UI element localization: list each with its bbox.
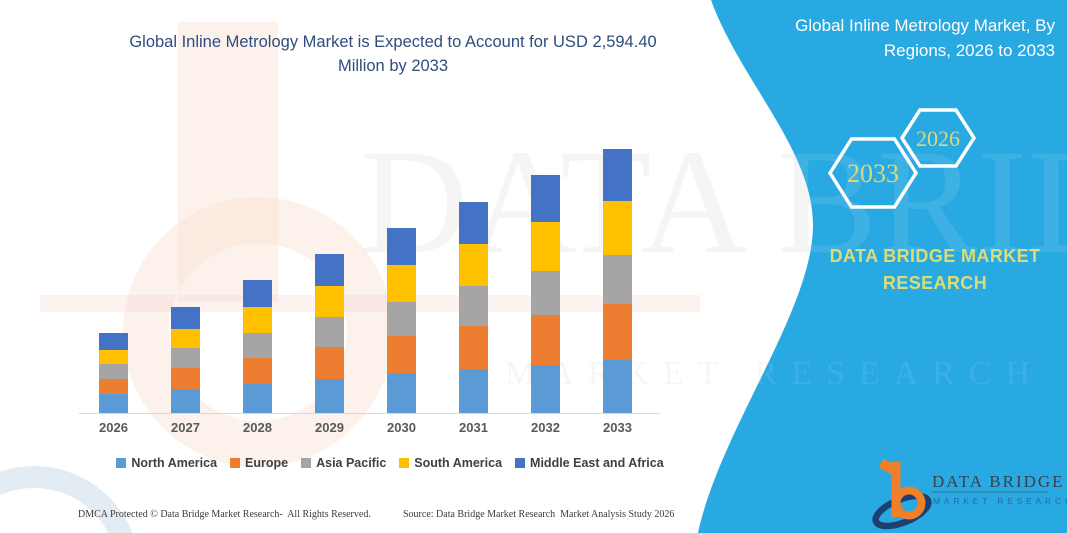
bar-segment-south-america <box>531 222 560 271</box>
bar-2028 <box>243 280 272 413</box>
bar-segment-asia-pacific <box>315 317 344 347</box>
bar-segment-south-america <box>603 201 632 256</box>
bar-segment-north-america <box>243 384 272 413</box>
chart-legend: North America Europe Asia Pacific South Ame… <box>70 456 710 470</box>
logo-wordmark: DATA BRIDGE <box>932 472 1065 491</box>
bar-segment-north-america <box>387 374 416 413</box>
bar-segment-north-america <box>171 389 200 413</box>
brand-text-line2: RESEARCH <box>882 273 988 293</box>
bar-segment-middle-east-and-africa <box>243 280 272 308</box>
bar-segment-asia-pacific <box>459 286 488 326</box>
bar-segment-south-america <box>243 307 272 333</box>
legend-item-north-america: North America <box>116 456 217 470</box>
legend-swatch <box>116 458 127 468</box>
stacked-bar-chart: 2026 2027 2028 2029 2030 2031 2032 2033 <box>79 149 660 435</box>
legend-item-asia-pacific: Asia Pacific <box>301 456 386 470</box>
bar-2033 <box>603 149 632 413</box>
bar-2026 <box>99 332 128 413</box>
bar-segment-asia-pacific <box>387 301 416 337</box>
bar-segment-north-america <box>315 379 344 413</box>
bar-segment-south-america <box>459 243 488 287</box>
bar-segment-north-america <box>531 364 560 413</box>
legend-label: South America <box>414 456 503 470</box>
x-tick-label-2027: 2027 <box>171 420 200 435</box>
x-tick-label-2028: 2028 <box>243 420 272 435</box>
legend-swatch <box>399 458 410 468</box>
x-tick-label-2031: 2031 <box>459 420 488 435</box>
bar-2027 <box>171 306 200 413</box>
x-tick-label-2026: 2026 <box>99 420 128 435</box>
bar-segment-middle-east-and-africa <box>99 332 128 350</box>
footer-dmca-text: DMCA Protected © Data Bridge Market Rese… <box>78 509 371 520</box>
x-tick-label-2029: 2029 <box>315 420 344 435</box>
x-tick-label-2033: 2033 <box>603 420 632 435</box>
bar-segment-south-america <box>387 264 416 302</box>
hexagon-2033 <box>827 137 919 209</box>
chart-title: Global Inline Metrology Market is Expect… <box>93 30 693 78</box>
logo-swoosh <box>872 492 932 530</box>
legend-swatch <box>515 458 526 468</box>
chart-title-line1: Global Inline Metrology Market is Expect… <box>129 33 657 51</box>
bar-segment-europe <box>459 325 488 370</box>
hexagon-2026 <box>899 108 977 168</box>
bar-2032 <box>531 175 560 413</box>
legend-item-middle-east-and-africa: Middle East and Africa <box>515 456 664 470</box>
logo-b-flag <box>878 458 899 476</box>
bar-segment-asia-pacific <box>603 255 632 305</box>
bar-segment-middle-east-and-africa <box>531 175 560 223</box>
legend-label: North America <box>131 456 218 470</box>
bar-segment-south-america <box>315 286 344 318</box>
logo-subtext: MARKET RESEARCH <box>933 496 1067 506</box>
panel-title-line1: Global Inline Metrology Market, By <box>795 16 1055 35</box>
bar-segment-middle-east-and-africa <box>171 306 200 329</box>
hexagon-2033-label: 2033 <box>847 159 899 188</box>
bar-segment-middle-east-and-africa <box>603 149 632 202</box>
bar-segment-asia-pacific <box>171 348 200 369</box>
legend-swatch <box>301 458 312 468</box>
bar-segment-asia-pacific <box>99 363 128 379</box>
bar-segment-europe <box>171 368 200 390</box>
legend-swatch <box>230 458 241 468</box>
logo-b-bowl <box>892 486 926 520</box>
panel-title: Global Inline Metrology Market, By Regio… <box>730 13 1055 63</box>
bar-segment-middle-east-and-africa <box>459 201 488 244</box>
bar-2029 <box>315 254 344 413</box>
bar-segment-middle-east-and-africa <box>387 227 416 265</box>
brand-text-line1: DATA BRIDGE MARKET <box>829 246 1041 266</box>
x-tick-label-2030: 2030 <box>387 420 416 435</box>
bar-2030 <box>387 227 416 413</box>
bar-segment-asia-pacific <box>243 332 272 358</box>
bar-segment-europe <box>315 346 344 380</box>
footer-source-text: Source: Data Bridge Market Research Mark… <box>403 509 675 520</box>
bar-segment-asia-pacific <box>531 270 560 315</box>
bar-segment-europe <box>243 357 272 385</box>
brand-text: DATA BRIDGE MARKET RESEARCH <box>815 243 1055 297</box>
panel-title-line2: Regions, 2026 to 2033 <box>883 41 1055 60</box>
bar-segment-north-america <box>99 394 128 413</box>
legend-label: Middle East and Africa <box>530 456 664 470</box>
bar-segment-europe <box>387 336 416 375</box>
legend-label: Asia Pacific <box>316 456 387 470</box>
legend-item-south-america: South America <box>399 456 502 470</box>
legend-item-europe: Europe <box>230 456 288 470</box>
bar-2031 <box>459 201 488 413</box>
databridge-logo: DATA BRIDGE MARKET RESEARCH <box>872 458 1067 530</box>
x-axis-line <box>79 413 660 414</box>
bar-segment-middle-east-and-africa <box>315 254 344 287</box>
hexagon-2026-label: 2026 <box>916 126 960 151</box>
x-tick-label-2032: 2032 <box>531 420 560 435</box>
chart-title-line2: Million by 2033 <box>337 57 449 75</box>
legend-label: Europe <box>245 456 289 470</box>
bar-segment-europe <box>531 314 560 365</box>
bar-segment-north-america <box>459 369 488 413</box>
bar-segment-south-america <box>99 349 128 364</box>
bar-segment-south-america <box>171 328 200 349</box>
bar-segment-europe <box>603 304 632 360</box>
bar-segment-europe <box>99 378 128 394</box>
bar-segment-north-america <box>603 359 632 413</box>
